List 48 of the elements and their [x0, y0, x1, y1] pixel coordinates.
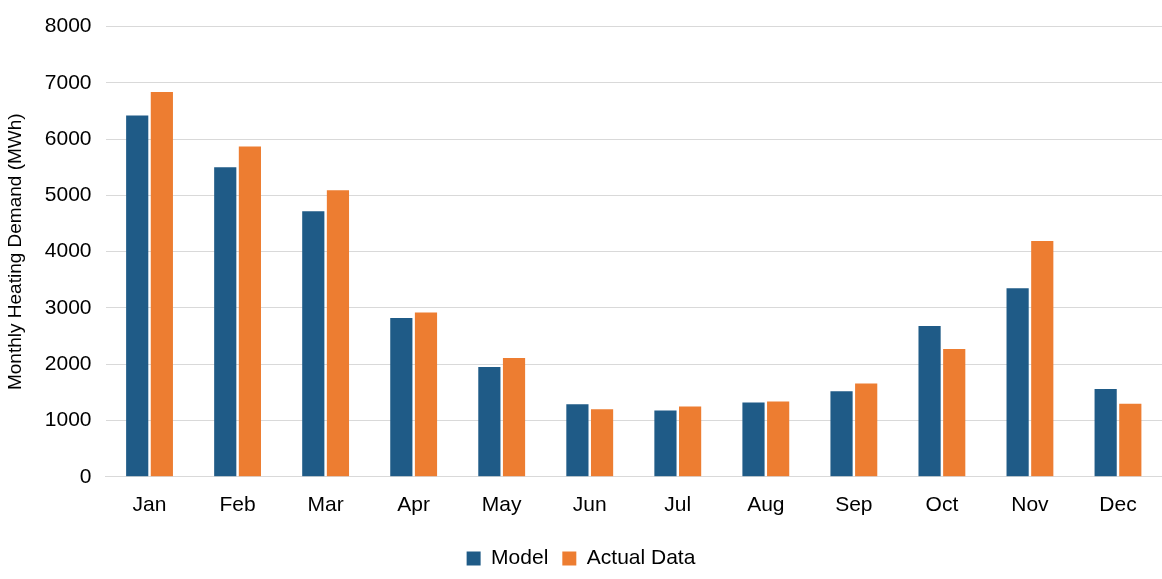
x-tick-label: Jun: [572, 492, 607, 516]
y-tick-label: 3000: [44, 294, 92, 318]
bar: [126, 115, 149, 477]
x-tick-label: Nov: [1011, 492, 1050, 516]
bar: [742, 402, 765, 477]
bar: [326, 190, 350, 477]
y-tick-label: 4000: [44, 238, 92, 262]
x-tick-label: Sep: [835, 492, 873, 516]
bar: [1119, 403, 1142, 477]
bar: [1094, 389, 1117, 477]
x-tick-label: Apr: [397, 492, 430, 516]
bar: [478, 367, 501, 477]
x-tick-label: May: [481, 492, 523, 516]
x-tick-label: Jan: [132, 492, 167, 516]
y-tick-label: 5000: [44, 182, 92, 206]
bar: [767, 401, 790, 477]
bar: [502, 358, 526, 477]
bar: [214, 167, 237, 477]
legend-label: Actual Data: [586, 545, 696, 569]
bar: [238, 146, 261, 477]
y-tick-label: 2000: [44, 351, 92, 375]
y-tick-label: 7000: [44, 69, 92, 93]
bar: [1031, 241, 1054, 477]
bar: [679, 406, 702, 477]
bar: [830, 391, 853, 477]
bar: [566, 404, 589, 477]
x-tick-label: Aug: [747, 492, 785, 516]
bar: [150, 91, 173, 477]
x-tick-label: Oct: [925, 492, 959, 516]
bar: [414, 312, 438, 477]
bar: [390, 318, 413, 477]
legend-label: Model: [491, 545, 549, 569]
y-tick-label: 1000: [44, 407, 92, 431]
bar: [302, 211, 325, 477]
x-tick-label: Dec: [1099, 492, 1137, 516]
bar: [855, 383, 878, 477]
y-tick-label: 6000: [44, 125, 92, 149]
x-tick-label: Jul: [664, 492, 692, 516]
y-axis-title: Monthly Heating Demand (MWh): [3, 113, 25, 391]
x-tick-label: Feb: [219, 492, 256, 516]
y-tick-label: 0: [79, 463, 92, 487]
bar: [654, 410, 677, 477]
y-tick-label: 8000: [44, 13, 92, 37]
bar: [943, 349, 966, 477]
bar: [918, 325, 941, 477]
x-tick-label: Mar: [307, 492, 344, 516]
bar: [590, 409, 614, 477]
bar: [1006, 288, 1029, 477]
